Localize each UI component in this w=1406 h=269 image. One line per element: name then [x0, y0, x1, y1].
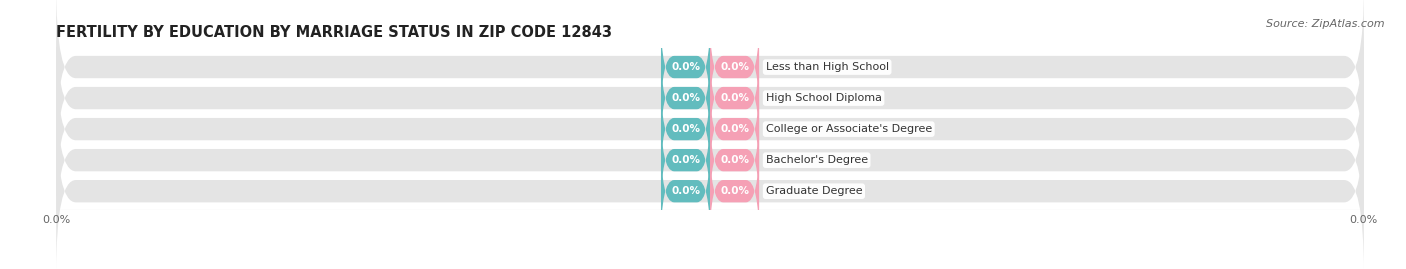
FancyBboxPatch shape	[56, 0, 1364, 149]
Text: 0.0%: 0.0%	[720, 93, 749, 103]
Text: High School Diploma: High School Diploma	[766, 93, 882, 103]
FancyBboxPatch shape	[710, 109, 759, 211]
Text: 0.0%: 0.0%	[720, 186, 749, 196]
FancyBboxPatch shape	[710, 47, 759, 149]
Text: 0.0%: 0.0%	[720, 124, 749, 134]
FancyBboxPatch shape	[56, 47, 1364, 211]
FancyBboxPatch shape	[661, 109, 710, 211]
Text: 0.0%: 0.0%	[671, 155, 700, 165]
Text: 0.0%: 0.0%	[720, 155, 749, 165]
Text: 0.0%: 0.0%	[671, 186, 700, 196]
Text: College or Associate's Degree: College or Associate's Degree	[766, 124, 932, 134]
FancyBboxPatch shape	[661, 47, 710, 149]
Text: 0.0%: 0.0%	[671, 124, 700, 134]
FancyBboxPatch shape	[661, 140, 710, 242]
Text: Source: ZipAtlas.com: Source: ZipAtlas.com	[1267, 19, 1385, 29]
FancyBboxPatch shape	[710, 78, 759, 180]
Text: 0.0%: 0.0%	[720, 62, 749, 72]
FancyBboxPatch shape	[661, 16, 710, 118]
Legend: Married, Unmarried: Married, Unmarried	[619, 264, 801, 269]
Text: 0.0%: 0.0%	[671, 62, 700, 72]
Text: Bachelor's Degree: Bachelor's Degree	[766, 155, 868, 165]
FancyBboxPatch shape	[56, 109, 1364, 269]
FancyBboxPatch shape	[710, 16, 759, 118]
FancyBboxPatch shape	[56, 16, 1364, 180]
Text: Less than High School: Less than High School	[766, 62, 889, 72]
Text: FERTILITY BY EDUCATION BY MARRIAGE STATUS IN ZIP CODE 12843: FERTILITY BY EDUCATION BY MARRIAGE STATU…	[56, 25, 612, 40]
FancyBboxPatch shape	[56, 78, 1364, 242]
Text: Graduate Degree: Graduate Degree	[766, 186, 862, 196]
FancyBboxPatch shape	[661, 78, 710, 180]
Text: 0.0%: 0.0%	[671, 93, 700, 103]
FancyBboxPatch shape	[710, 140, 759, 242]
